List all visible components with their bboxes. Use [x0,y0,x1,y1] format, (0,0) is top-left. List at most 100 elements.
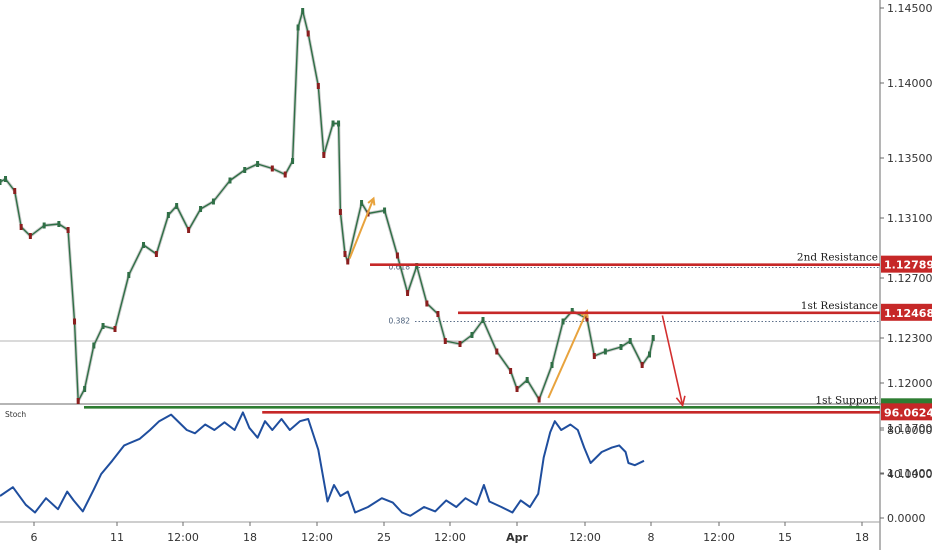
price-candle [406,290,410,296]
price-y-tick-label: 1.14000 [887,77,932,90]
price-candle [322,152,326,158]
level-price-tag-text: 1.12789 [884,259,932,272]
price-candle [603,348,607,355]
price-candle [570,308,574,314]
price-candle [346,258,350,265]
time-tick-label: 15 [778,531,792,544]
price-candle [270,165,274,172]
price-candle [228,177,232,184]
price-candle [92,342,96,349]
stoch-title: Stoch [5,410,26,419]
price-candle [127,272,131,278]
price-candle [415,263,419,269]
price-candle [537,396,541,403]
price-candle [19,224,23,230]
time-tick-label: Apr [506,531,528,544]
time-tick-label: 12:00 [301,531,333,544]
price-candle [301,8,305,14]
price-candle [640,362,644,368]
price-candle [113,326,117,332]
price-y-tick-label: 1.13100 [887,212,932,225]
price-candle [256,161,260,167]
price-candle [199,206,203,212]
price-candle [550,362,554,368]
price-candle [306,30,310,37]
price-y-axis: 1.14500 1.14000 1.13500 1.13100 1.12700 1.123… [880,2,932,480]
time-tick-label: 12:00 [434,531,466,544]
stoch-y-tick-label: 80.0000 [887,424,932,437]
stoch-y-tick-label: 40.0000 [887,468,932,481]
price-candle [383,207,387,214]
price-candle [337,120,341,127]
price-candle [648,351,652,358]
swing-arrow-line [348,198,375,259]
price-path [0,10,654,402]
price-candle [316,83,320,89]
fib-level-label: 0.382 [389,317,411,326]
fib-level-label: 0.618 [389,263,411,272]
price-candle [443,338,447,344]
price-candle [283,171,287,178]
price-y-tick-label: 1.12300 [887,332,932,345]
price-candle [436,311,440,317]
price-candle [101,323,105,329]
projection-arrow-head [675,395,686,408]
stoch-y-tick-label: 0.0000 [887,512,926,525]
price-y-tick-label: 1.11400 [887,467,932,480]
stoch-y-axis: 80.0000 40.0000 0.0000 [880,424,932,525]
price-candle [187,227,191,233]
price-candle [425,300,429,307]
price-candle [296,24,300,31]
price-candle [338,209,342,215]
time-tick-label: 18 [855,531,869,544]
level-price-tag [881,303,932,321]
price-candle [76,398,80,404]
price-candle [481,317,485,323]
time-tick-label: 6 [31,531,38,544]
price-candle [166,212,170,218]
price-y-tick-label: 1.13500 [887,152,932,165]
time-tick-label: 12:00 [569,531,601,544]
price-candle [619,344,623,350]
price-candle [42,222,46,229]
price-candle [175,203,179,209]
price-candle [83,386,87,392]
price-candle [651,335,655,341]
price-candle [4,176,8,182]
fibonacci-levels: 0.618 0.382 [389,263,880,326]
level-price-tag-text: 1.12468 [884,307,932,320]
price-candle [395,252,399,259]
price-candle [561,318,565,325]
price-candle [343,251,347,257]
price-points [0,8,655,404]
stoch-threshold-tag-text: 96.0624 [884,406,932,419]
time-tick-label: 12:00 [703,531,735,544]
swing-arrow-head [367,196,376,206]
price-candle [28,233,32,239]
price-candle [142,242,146,248]
price-candle [592,353,596,359]
price-candle [470,332,474,338]
price-candle [331,120,335,127]
projection-arrow-line [661,315,684,406]
price-candle [243,167,247,173]
price-candle [458,341,462,347]
time-tick-label: 8 [648,531,655,544]
price-candle [525,377,529,383]
price-y-tick-label: 1.14500 [887,2,932,15]
price-candle [360,200,364,206]
level-name-label: 1st Resistance [801,300,878,312]
price-candle [291,158,295,164]
level-price-tag [881,255,932,273]
time-tick-label: 25 [377,531,391,544]
price-candle [585,315,589,322]
price-candle [515,386,519,392]
price-candle [73,318,77,325]
price-candle [13,188,17,194]
price-candle [154,251,158,257]
price-candle [57,221,61,227]
time-x-axis: 6 11 12:00 18 12:00 25 12:00 Apr 12:00 8 12:00 15 18 [31,522,869,544]
time-tick-label: 18 [243,531,257,544]
